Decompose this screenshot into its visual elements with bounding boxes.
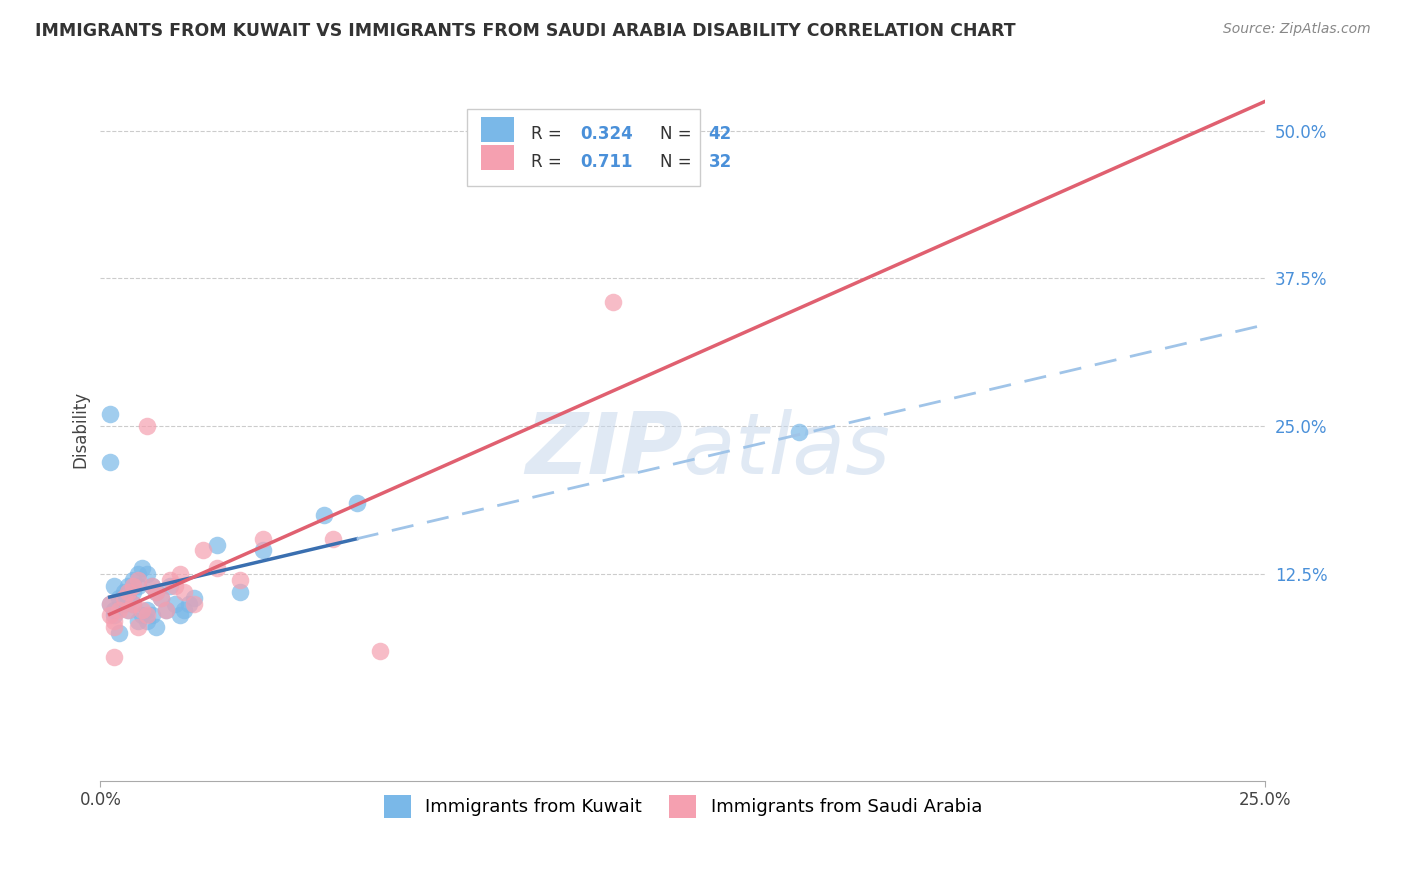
- Point: [312, 508, 335, 522]
- Point: [252, 543, 274, 558]
- Point: [145, 584, 167, 599]
- Point: [252, 532, 274, 546]
- Point: [205, 561, 228, 575]
- Point: [117, 579, 139, 593]
- Point: [141, 608, 163, 623]
- Point: [103, 615, 125, 629]
- Text: Source: ZipAtlas.com: Source: ZipAtlas.com: [1223, 22, 1371, 37]
- Point: [136, 419, 159, 434]
- Point: [103, 608, 125, 623]
- Point: [346, 496, 368, 510]
- Point: [136, 608, 159, 623]
- Bar: [481, 117, 515, 142]
- Point: [145, 584, 167, 599]
- Point: [173, 602, 195, 616]
- Point: [103, 649, 125, 664]
- Bar: [481, 145, 515, 170]
- Point: [122, 573, 145, 587]
- Text: IMMIGRANTS FROM KUWAIT VS IMMIGRANTS FROM SAUDI ARABIA DISABILITY CORRELATION CH: IMMIGRANTS FROM KUWAIT VS IMMIGRANTS FRO…: [35, 22, 1015, 40]
- Point: [145, 620, 167, 634]
- Point: [103, 620, 125, 634]
- Point: [173, 584, 195, 599]
- Point: [149, 591, 172, 605]
- Point: [141, 579, 163, 593]
- Point: [108, 626, 131, 640]
- Point: [159, 579, 181, 593]
- Point: [136, 615, 159, 629]
- Point: [127, 573, 149, 587]
- Point: [183, 591, 205, 605]
- Point: [169, 608, 191, 623]
- Point: [122, 597, 145, 611]
- Text: 0.324: 0.324: [581, 125, 633, 143]
- Point: [112, 584, 135, 599]
- Text: 0.711: 0.711: [581, 153, 633, 171]
- Point: [127, 579, 149, 593]
- Point: [117, 602, 139, 616]
- Point: [141, 579, 163, 593]
- Text: 42: 42: [709, 125, 731, 143]
- Point: [183, 597, 205, 611]
- Text: R =: R =: [531, 153, 568, 171]
- Point: [205, 537, 228, 551]
- Point: [98, 608, 121, 623]
- Point: [103, 579, 125, 593]
- Point: [112, 591, 135, 605]
- Point: [602, 295, 624, 310]
- Point: [108, 591, 131, 605]
- Point: [127, 620, 149, 634]
- Point: [136, 602, 159, 616]
- Point: [112, 597, 135, 611]
- Point: [159, 573, 181, 587]
- FancyBboxPatch shape: [467, 109, 700, 186]
- Point: [229, 584, 252, 599]
- Point: [149, 591, 172, 605]
- Point: [117, 591, 139, 605]
- Point: [322, 532, 344, 546]
- Text: 32: 32: [709, 153, 731, 171]
- Y-axis label: Disability: Disability: [72, 391, 89, 467]
- Text: R =: R =: [531, 125, 568, 143]
- Text: N =: N =: [659, 153, 696, 171]
- Point: [98, 408, 121, 422]
- Point: [368, 644, 391, 658]
- Point: [131, 602, 153, 616]
- Point: [155, 602, 177, 616]
- Point: [191, 543, 214, 558]
- Point: [117, 602, 139, 616]
- Point: [789, 425, 811, 439]
- Point: [136, 567, 159, 582]
- Point: [127, 615, 149, 629]
- Point: [163, 597, 186, 611]
- Point: [169, 567, 191, 582]
- Point: [155, 602, 177, 616]
- Point: [229, 573, 252, 587]
- Point: [127, 567, 149, 582]
- Point: [122, 597, 145, 611]
- Point: [122, 579, 145, 593]
- Point: [177, 597, 200, 611]
- Point: [98, 455, 121, 469]
- Point: [131, 561, 153, 575]
- Legend: Immigrants from Kuwait, Immigrants from Saudi Arabia: Immigrants from Kuwait, Immigrants from …: [377, 789, 990, 825]
- Point: [163, 579, 186, 593]
- Point: [98, 597, 121, 611]
- Point: [117, 584, 139, 599]
- Point: [131, 608, 153, 623]
- Text: atlas: atlas: [683, 409, 891, 491]
- Point: [122, 584, 145, 599]
- Text: N =: N =: [659, 125, 696, 143]
- Point: [103, 602, 125, 616]
- Text: ZIP: ZIP: [526, 409, 683, 491]
- Point: [108, 602, 131, 616]
- Point: [98, 597, 121, 611]
